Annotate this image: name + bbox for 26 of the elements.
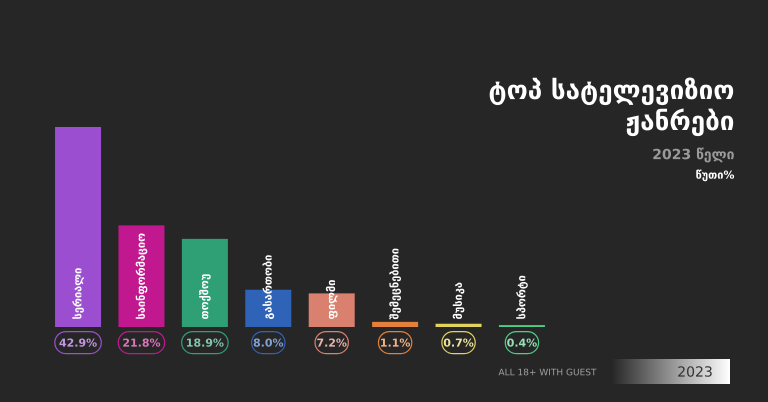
text: ტოპ სატელევიზიო ჟანრები — [490, 78, 734, 136]
bar — [182, 238, 228, 327]
data-label: 21.8% — [123, 338, 160, 347]
x-tick-label: სპორტი — [516, 276, 528, 319]
bar — [55, 126, 102, 327]
x-tick-label: მუსიკა — [452, 282, 464, 319]
text: 2023 წელი — [653, 148, 734, 162]
bar — [118, 225, 164, 327]
x-tick-label: შემეცნებითი — [389, 248, 401, 320]
text: 2023 — [678, 366, 712, 377]
data-label: 0.7% — [444, 338, 474, 347]
data-label: 42.9% — [59, 338, 97, 347]
data-label: 8.0% — [254, 338, 284, 347]
data-label: 7.2% — [317, 338, 347, 347]
x-tick-label: სერიალი — [72, 268, 84, 319]
data-label: 0.4% — [507, 338, 537, 347]
bar — [372, 322, 418, 327]
x-tick-label: თოქშოუ — [199, 274, 211, 319]
x-tick-label: ფილმი — [326, 280, 338, 319]
bar — [436, 324, 482, 327]
data-label: 1.1% — [381, 338, 410, 347]
text: წუთი% — [696, 170, 734, 182]
text: ALL 18+ WITH GUEST — [498, 368, 596, 376]
data-label: 18.9% — [187, 338, 224, 347]
x-tick-label: გასართობი — [262, 255, 274, 319]
x-tick-label: საინფორმაციო — [136, 234, 148, 319]
